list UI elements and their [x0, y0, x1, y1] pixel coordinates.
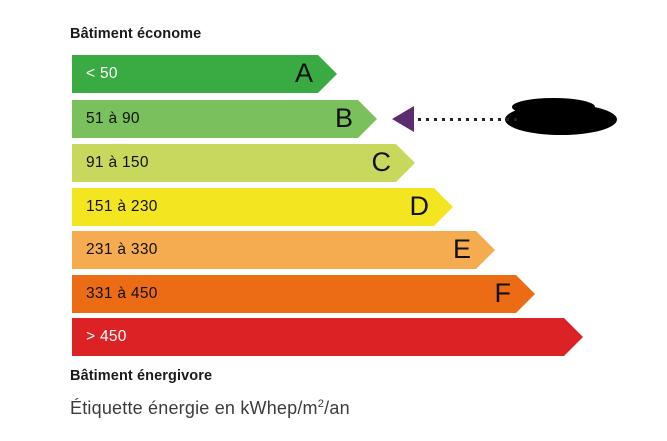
caption-energy-intensive-building: Bâtiment énergivore [70, 368, 213, 384]
energy-band-range-label: 331 à 450 [86, 285, 158, 302]
current-rating-marker [392, 106, 522, 132]
energy-band-arrow-shape [72, 318, 583, 356]
energy-band-letter: E [452, 233, 471, 264]
caption-energy-unit: Étiquette énergie en kWhep/m2/an [70, 398, 350, 419]
triangle-left-icon [392, 106, 414, 132]
unit-suffix-text: /an [324, 398, 350, 418]
energy-band-f: 331 à 450 F [72, 275, 535, 313]
redacted-value-blob [505, 98, 617, 135]
energy-band-letter: F [494, 277, 512, 308]
energy-band-range-label: 231 à 330 [86, 241, 158, 258]
energy-band-letter: D [409, 190, 430, 221]
unit-exponent-text: 2 [317, 398, 325, 410]
energy-band-arrow-shape [72, 188, 453, 226]
energy-band-letter: A [294, 57, 313, 88]
energy-band-c: 91 à 150 C [72, 144, 415, 182]
energy-band-b: 51 à 90 B [72, 100, 377, 138]
leader-dotted-line [418, 117, 522, 121]
energy-band-e: 231 à 330 E [72, 231, 495, 269]
energy-band-arrow-shape [72, 55, 337, 93]
energy-band-range-label: > 450 [86, 328, 127, 345]
energy-band-arrow-shape [72, 231, 495, 269]
energy-band-range-label: 91 à 150 [86, 154, 149, 171]
energy-band-arrow-shape [72, 144, 415, 182]
energy-band-range-label: 51 à 90 [86, 110, 140, 127]
energy-band-range-label: 151 à 230 [86, 198, 158, 215]
energy-band-d: 151 à 230 D [72, 188, 453, 226]
energy-band-arrow-shape [72, 275, 535, 313]
caption-efficient-building: Bâtiment économe [70, 26, 202, 42]
energy-band-arrow-shape [72, 100, 377, 138]
energy-band-letter: C [371, 146, 392, 177]
energy-band-g: > 450 [72, 318, 583, 356]
unit-prefix-text: Étiquette énergie en kWhep/m [70, 398, 318, 418]
energy-band-letter: B [334, 102, 353, 133]
energy-band-range-label: < 50 [86, 65, 118, 82]
energy-band-a: < 50 A [72, 55, 337, 93]
